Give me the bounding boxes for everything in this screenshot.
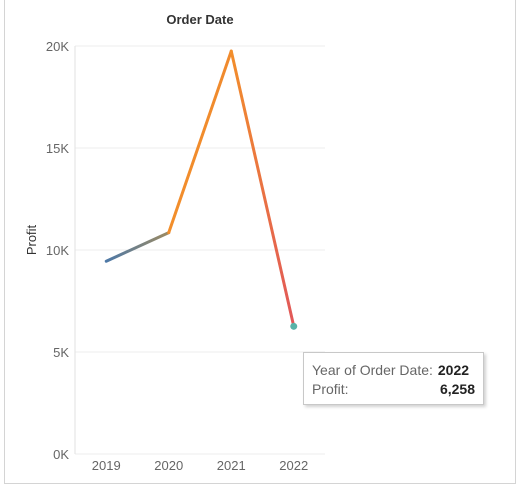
x-tick-labels: 2019 2020 2021 2022 [92, 458, 308, 473]
tooltip-profit-value: 6,258 [439, 381, 475, 397]
chart-frame [4, 0, 516, 484]
y-tick-labels: 0K 5K 10K 15K 20K [46, 39, 69, 462]
gridlines [75, 45, 325, 455]
tooltip-profit-label: Profit: [312, 381, 349, 397]
tooltip: Year of Order Date: 2022 Profit: 6,258 [303, 352, 484, 405]
line-segment-2019-2020[interactable] [104, 231, 171, 263]
x-tick-label: 2020 [154, 458, 183, 473]
y-tick-label: 0K [53, 447, 69, 462]
line-segment-2020-2021[interactable] [167, 49, 233, 235]
y-tick-label: 5K [53, 345, 69, 360]
chart-title: Order Date [166, 12, 233, 27]
tooltip-year-value: 2022 [437, 362, 470, 378]
tooltip-profit-row: Profit: 6,258 [312, 380, 475, 399]
y-tick-label: 20K [46, 39, 69, 54]
x-tick-label: 2022 [279, 458, 308, 473]
profit-line[interactable] [104, 49, 296, 328]
y-tick-label: 15K [46, 141, 69, 156]
y-axis-label: Profit [24, 224, 39, 255]
data-points[interactable] [290, 322, 298, 330]
x-tick-label: 2019 [92, 458, 121, 473]
tooltip-year-label: Year of Order Date: [312, 362, 433, 378]
data-point-2022[interactable] [290, 322, 298, 330]
y-tick-label: 10K [46, 243, 69, 258]
tooltip-year-row: Year of Order Date: 2022 [312, 361, 475, 380]
line-segment-2021-2022[interactable] [229, 49, 296, 328]
x-tick-label: 2021 [217, 458, 246, 473]
